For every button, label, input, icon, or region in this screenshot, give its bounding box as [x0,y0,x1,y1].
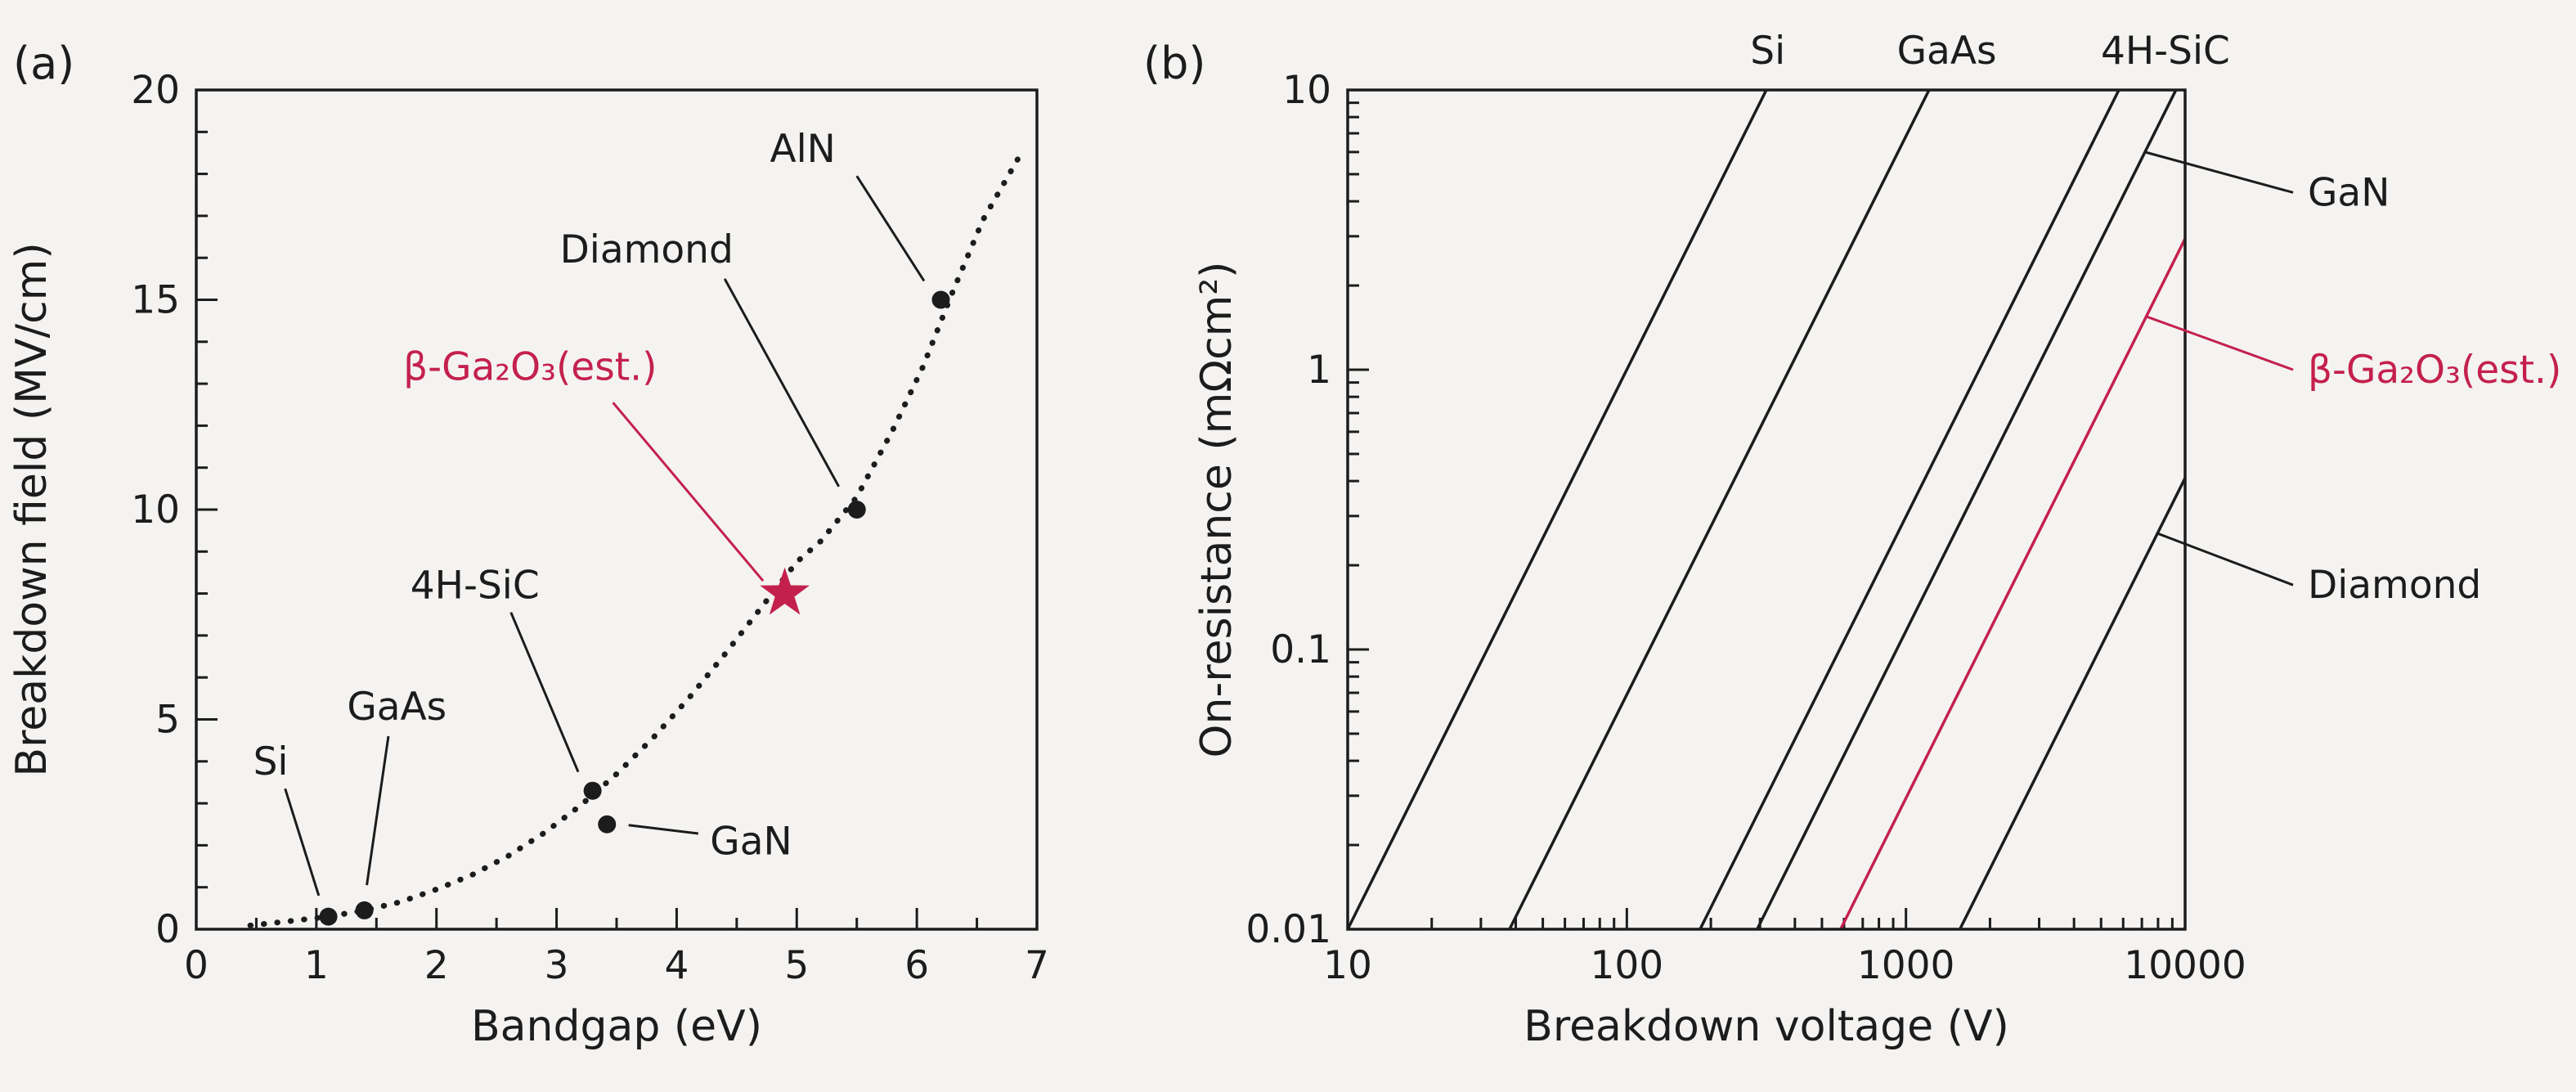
series-line-ga-o-est [1839,238,2187,930]
x-tick-label: 6 [904,943,929,988]
plot-frame [1346,88,2187,931]
top-label-4h-sic: 4H-SiC [2101,29,2230,74]
y-tick-label: 0.01 [1245,907,1331,952]
panel-b-letter: (b) [1143,38,1205,89]
panel-a: (a) Bandgap (eV) Breakdown field (MV/cm)… [7,38,1049,1051]
leader-line-aln [855,175,926,282]
data-point-dot-aln [931,290,950,309]
point-label-si: Si [254,739,289,784]
y-tick-label: 5 [155,698,180,743]
leader-line-gan [2144,151,2294,194]
panel-a-x-axis-title: Bandgap (eV) [471,1002,762,1051]
point-label-aln: AlN [770,127,835,172]
top-label-gaas: GaAs [1897,29,1997,74]
x-tick-label: 1000 [1857,943,1955,988]
leader-line-diamond [723,278,841,488]
x-tick-label: 5 [784,943,809,988]
x-tick-label: 10000 [2124,943,2246,988]
series-line-4h-sic [1699,89,2120,930]
panel-a-plot: 0 1 2 3 4 5 6 7 0 5 10 15 20 Si GaAs 4H-SiC GaN β-Ga₂O₃(e… [131,68,1049,988]
panel-b: (b) Breakdown voltage (V) On-resistance … [1143,29,2561,1051]
series-line-gan [1756,89,2178,930]
x-tick-label: 2 [424,943,449,988]
y-tick-label: 15 [131,278,180,323]
right-label-diamond: Diamond [2308,563,2481,608]
leader-line-4h-sic [509,612,580,773]
panel-b-plot: 10 100 1000 10000 0.01 0.1 1 10 Si GaAs 4H-SiC GaN β… [1245,29,2561,988]
point-label-ga-o-est: β-Ga₂O₃(est.) [403,345,657,390]
plot-frame [195,88,1039,931]
x-tick-label: 1 [304,943,329,988]
point-label-4h-sic: 4H-SiC [411,563,540,608]
x-tick-label: 10 [1323,943,1372,988]
x-tick-label: 3 [545,943,569,988]
panel-b-x-axis-title: Breakdown voltage (V) [1524,1002,2009,1051]
x-tick-label: 100 [1590,943,1663,988]
y-tick-label: 1 [1307,348,1331,393]
y-tick-label: 10 [131,488,180,533]
point-label-gaas: GaAs [347,685,447,730]
panel-a-letter: (a) [13,38,74,89]
leader-line-ga-o-est [2145,315,2294,371]
x-tick-label: 0 [184,943,209,988]
y-tick-label: 20 [131,68,180,113]
data-point-star-ga-o-est [760,567,810,615]
data-point-dot-gaas [355,901,374,919]
data-point-dot-diamond [847,501,866,519]
series-line-si [1346,89,1768,930]
data-point-dot-4h-sic [583,781,602,800]
leader-line-ga-o-est [612,402,765,582]
right-label-ga-o-est: β-Ga₂O₃(est.) [2308,348,2561,393]
point-label-gan: GaN [710,819,792,864]
series-line-gaas [1508,89,1931,930]
leader-line-gan [628,824,699,835]
y-tick-label: 10 [1282,68,1331,113]
x-tick-label: 7 [1025,943,1049,988]
right-label-gan: GaN [2308,170,2390,215]
series-line-diamond [1959,477,2187,930]
point-label-diamond: Diamond [560,227,734,272]
y-tick-label: 0.1 [1270,627,1331,672]
data-point-dot-gan [598,815,617,834]
panel-a-y-axis-title: Breakdown field (MV/cm) [7,242,56,776]
top-label-si: Si [1750,29,1785,74]
leader-line-diamond [2156,532,2294,586]
fit-curve [247,154,1022,928]
leader-line-gaas [366,735,390,886]
panel-b-y-axis-title: On-resistance (mΩcm²) [1192,262,1241,758]
y-tick-label: 0 [155,907,180,952]
leader-line-si [284,788,321,897]
data-point-dot-si [319,907,338,926]
x-tick-label: 4 [664,943,689,988]
